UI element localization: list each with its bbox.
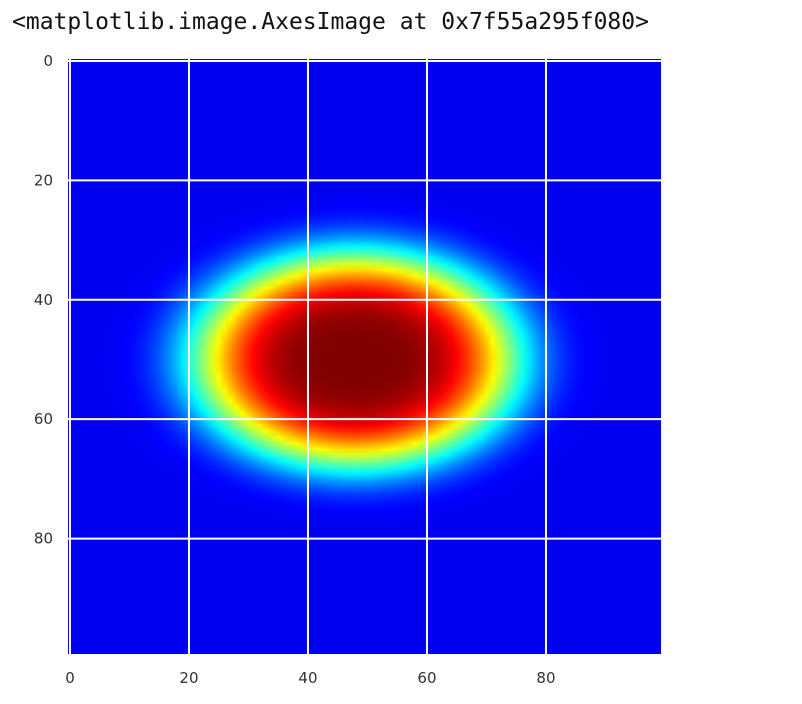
heatmap-pixels [67,58,662,655]
y-axis-ticks: 0 20 40 60 80 [34,52,53,548]
y-tick-label: 0 [43,52,53,70]
x-tick-label: 80 [536,669,555,687]
cell-output-text: <matplotlib.image.AxesImage at 0x7f55a29… [12,9,649,35]
axes-frame [66,57,663,656]
x-axis-ticks: 0 20 40 60 80 [65,669,555,687]
y-tick-label: 20 [34,171,53,189]
y-tick-label: 80 [34,530,53,548]
y-tick-label: 60 [34,410,53,428]
x-tick-label: 60 [417,669,436,687]
heatmap-image [67,58,662,655]
x-tick-label: 20 [179,669,198,687]
grid-lines [67,58,662,655]
x-tick-label: 0 [65,669,75,687]
axes-spines [66,57,663,656]
x-tick-label: 40 [298,669,317,687]
y-tick-label: 40 [34,291,53,309]
